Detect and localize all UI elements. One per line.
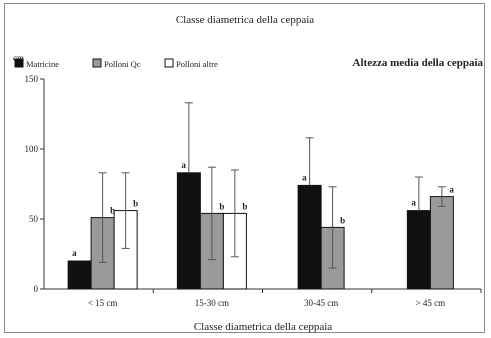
- chart-frame: Classe diametrica della ceppaia Altezza …: [4, 3, 485, 333]
- legend-label: Polloni Qc: [104, 59, 141, 69]
- significance-label: a: [449, 185, 454, 195]
- significance-label: b: [340, 215, 345, 225]
- x-tick-label: < 15 cm: [88, 298, 118, 308]
- y-tick-label: 100: [25, 144, 39, 154]
- significance-label: b: [219, 201, 224, 211]
- significance-label: b: [133, 199, 138, 209]
- significance-label: b: [242, 201, 247, 211]
- x-tick-label: 15-30 cm: [195, 298, 229, 308]
- significance-label: b: [110, 206, 115, 216]
- legend-label: Polloni altre: [176, 59, 218, 69]
- chart-title: Classe diametrica della ceppaia: [176, 14, 314, 26]
- x-tick-label: > 45 cm: [416, 298, 446, 308]
- legend-swatch: [164, 58, 174, 68]
- legend-swatch: [14, 58, 24, 68]
- significance-label: a: [72, 248, 77, 258]
- bar: [406, 210, 431, 290]
- bar: [67, 260, 92, 290]
- significance-label: a: [181, 160, 186, 170]
- y-tick-label: 150: [25, 74, 39, 84]
- bar-chart: Classe diametrica della ceppaia Altezza …: [13, 14, 484, 333]
- bar: [297, 184, 322, 290]
- legend-label: Matricine: [26, 59, 59, 69]
- significance-label: a: [411, 198, 416, 208]
- significance-label: a: [302, 172, 307, 182]
- legend-swatch: [92, 58, 102, 68]
- bar: [176, 172, 201, 290]
- x-axis-title: Classe diametrica della ceppaia: [194, 321, 332, 333]
- plot-area: 0 50 100 150 < 15 cm a b b 15-30 cm a b b 30-45 cm a b…: [25, 74, 482, 308]
- y-axis-unit: cm: [13, 53, 24, 63]
- y-tick-label: 50: [29, 214, 39, 224]
- chart-subtitle: Altezza media della ceppaia: [353, 57, 484, 69]
- bar: [429, 196, 454, 290]
- y-tick-label: 0: [34, 284, 39, 294]
- x-tick-label: 30-45 cm: [304, 298, 338, 308]
- legend: Matricine Polloni Qc Polloni altre: [14, 58, 218, 69]
